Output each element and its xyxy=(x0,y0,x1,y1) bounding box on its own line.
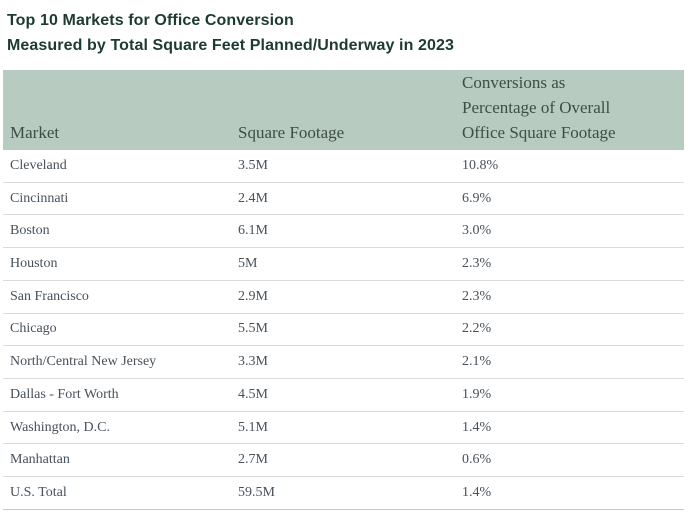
markets-table: Market Square Footage Conversions as Per… xyxy=(3,70,684,510)
column-header-square-footage: Square Footage xyxy=(238,123,345,142)
conversion-pct-cell: 2.2% xyxy=(462,321,492,337)
market-cell: Boston xyxy=(10,223,50,239)
figure-subtitle: Measured by Total Square Feet Planned/Un… xyxy=(7,37,455,54)
square-footage-cell: 2.4M xyxy=(238,190,268,206)
square-footage-cell: 5.1M xyxy=(238,419,268,435)
square-footage-cell: 5M xyxy=(238,256,258,272)
market-cell: North/Central New Jersey xyxy=(10,354,157,370)
conversion-pct-cell: 1.4% xyxy=(462,485,492,501)
table-row: North/Central New Jersey 3.3M 2.1% xyxy=(3,346,684,380)
figure-title: Top 10 Markets for Office Conversion xyxy=(7,12,294,29)
table-row: San Francisco 2.9M 2.3% xyxy=(3,281,684,314)
square-footage-cell: 3.3M xyxy=(238,354,268,370)
market-cell: Washington, D.C. xyxy=(10,419,110,435)
table-header-row: Market Square Footage Conversions as Per… xyxy=(3,70,684,150)
table-row: Cleveland 3.5M 10.8% xyxy=(3,150,684,183)
conversion-pct-cell: 2.1% xyxy=(462,354,492,370)
table-row: Boston 6.1M 3.0% xyxy=(3,215,684,249)
table-row: Dallas - Fort Worth 4.5M 1.9% xyxy=(3,379,684,412)
table-row: Houston 5M 2.3% xyxy=(3,248,684,281)
square-footage-cell: 6.1M xyxy=(238,223,268,239)
figure-title-block: Top 10 Markets for Office Conversion Mea… xyxy=(7,8,682,58)
conversion-pct-cell: 2.3% xyxy=(462,288,492,304)
market-cell: Dallas - Fort Worth xyxy=(10,386,119,402)
conversion-pct-cell: 6.9% xyxy=(462,190,492,206)
conversion-pct-cell: 1.4% xyxy=(462,419,492,435)
square-footage-cell: 59.5M xyxy=(238,485,275,501)
conversion-pct-cell: 1.9% xyxy=(462,386,492,402)
table-row-us-total: U.S. Total 59.5M 1.4% xyxy=(3,477,684,510)
market-cell: Manhattan xyxy=(10,452,70,468)
table-row: Chicago 5.5M 2.2% xyxy=(3,314,684,347)
conversion-pct-cell: 0.6% xyxy=(462,452,492,468)
market-cell: San Francisco xyxy=(10,288,89,304)
square-footage-cell: 5.5M xyxy=(238,321,268,337)
square-footage-cell: 2.9M xyxy=(238,288,268,304)
table-row: Washington, D.C. 5.1M 1.4% xyxy=(3,412,684,445)
market-cell: Cleveland xyxy=(10,157,67,173)
square-footage-cell: 2.7M xyxy=(238,452,268,468)
square-footage-cell: 3.5M xyxy=(238,157,268,173)
table-body: Cleveland 3.5M 10.8% Cincinnati 2.4M 6.9… xyxy=(3,150,684,510)
conversion-pct-cell: 2.3% xyxy=(462,256,492,272)
conversion-pct-cell: 10.8% xyxy=(462,157,499,173)
square-footage-cell: 4.5M xyxy=(238,386,268,402)
column-header-market: Market xyxy=(10,123,60,142)
table-row: Manhattan 2.7M 0.6% xyxy=(3,444,684,478)
column-header-conversion-pct: Conversions as Percentage of Overall Off… xyxy=(462,73,616,142)
market-cell: Cincinnati xyxy=(10,190,69,206)
table-row: Cincinnati 2.4M 6.9% xyxy=(3,183,684,216)
conversion-pct-cell: 3.0% xyxy=(462,223,492,239)
market-cell: Houston xyxy=(10,256,58,272)
market-cell: U.S. Total xyxy=(10,485,67,501)
market-cell: Chicago xyxy=(10,321,57,337)
